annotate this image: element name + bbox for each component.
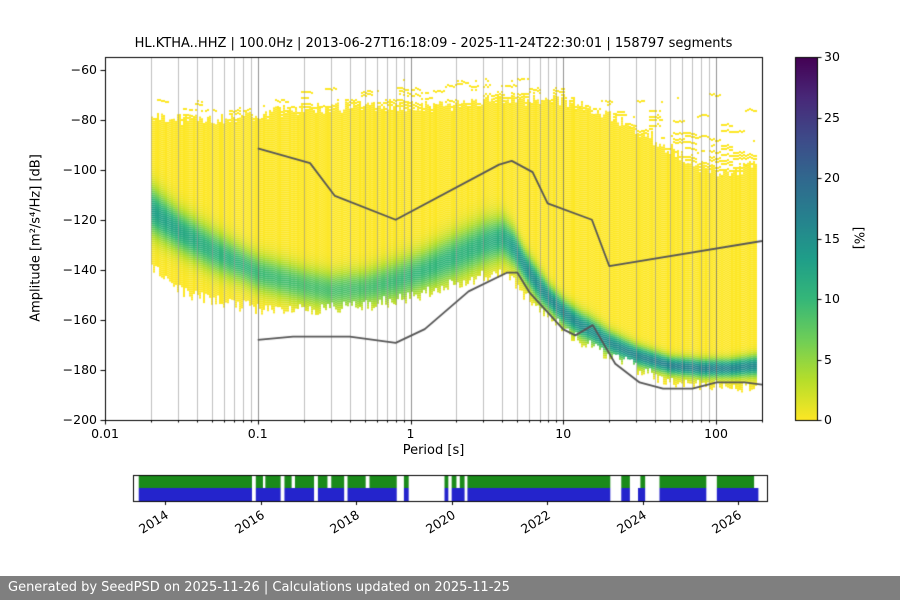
footer-text: Generated by SeedPSD on 2025-11-26 | Cal… — [8, 580, 510, 595]
y-tick-label: −160 — [62, 311, 97, 327]
y-tick-label: −60 — [70, 61, 97, 77]
y-tick-label: −80 — [70, 111, 97, 127]
colorbar-label: [%] — [850, 226, 866, 250]
x-tick-label: 100 — [704, 426, 728, 441]
plot-canvas — [0, 0, 900, 565]
colorbar-tick-label: 10 — [824, 291, 840, 306]
x-tick-label: 10 — [555, 426, 572, 441]
colorbar-tick-label: 25 — [824, 109, 840, 125]
chart-title: HL.KTHA..HHZ | 100.0Hz | 2013-06-27T16:1… — [134, 36, 733, 51]
y-tick-label: −120 — [62, 211, 97, 227]
colorbar-tick-label: 15 — [824, 230, 840, 246]
colorbar-tick-label: 30 — [824, 49, 840, 64]
y-tick-label: −180 — [62, 361, 97, 377]
x-axis-label: Period [s] — [402, 443, 465, 458]
y-tick-label: −100 — [62, 161, 97, 177]
colorbar-tick-label: 0 — [824, 412, 832, 427]
colorbar-tick-label: 5 — [824, 351, 832, 367]
y-tick-label: −140 — [62, 261, 97, 277]
x-tick-label: 0.01 — [91, 426, 119, 441]
x-tick-label: 1 — [406, 426, 415, 441]
footer-bar: Generated by SeedPSD on 2025-11-26 | Cal… — [0, 576, 900, 600]
x-tick-label: 0.1 — [247, 426, 268, 441]
y-tick-label: −200 — [62, 412, 97, 427]
colorbar-tick-label: 20 — [824, 170, 840, 185]
y-axis-label: Amplitude [m²/s⁴/Hz] [dB] — [28, 154, 44, 322]
